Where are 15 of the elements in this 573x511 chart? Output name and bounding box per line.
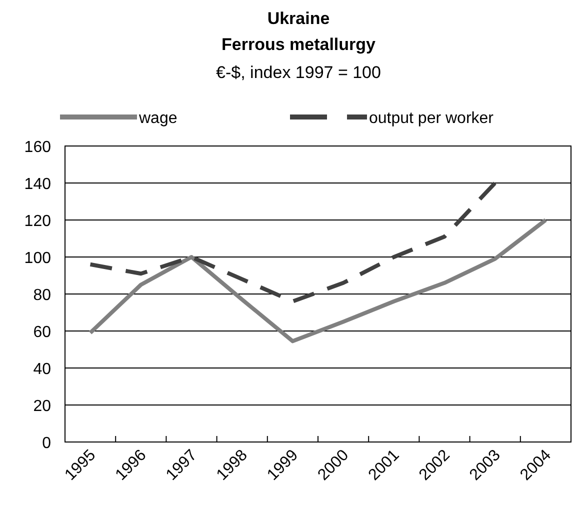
y-tick-label: 160 — [24, 139, 52, 156]
y-tick-label: 20 — [33, 398, 52, 415]
line-series — [88, 181, 498, 304]
y-tick-label: 120 — [24, 213, 52, 230]
chart-title: Ukraine Ferrous metallurgy — [222, 9, 376, 54]
y-tick-label: 80 — [33, 287, 52, 304]
y-tick-label: 100 — [24, 250, 52, 267]
legend-label: output per worker — [369, 110, 494, 127]
y-tick-label: 40 — [33, 361, 52, 378]
y-tick-label: 140 — [24, 176, 52, 193]
line-series — [88, 218, 548, 344]
legend-label: wage — [138, 110, 178, 127]
chart-subtitle: €-$, index 1997 = 100 — [216, 63, 381, 82]
y-tick-label: 60 — [33, 324, 52, 341]
y-tick-label: 0 — [42, 435, 52, 452]
